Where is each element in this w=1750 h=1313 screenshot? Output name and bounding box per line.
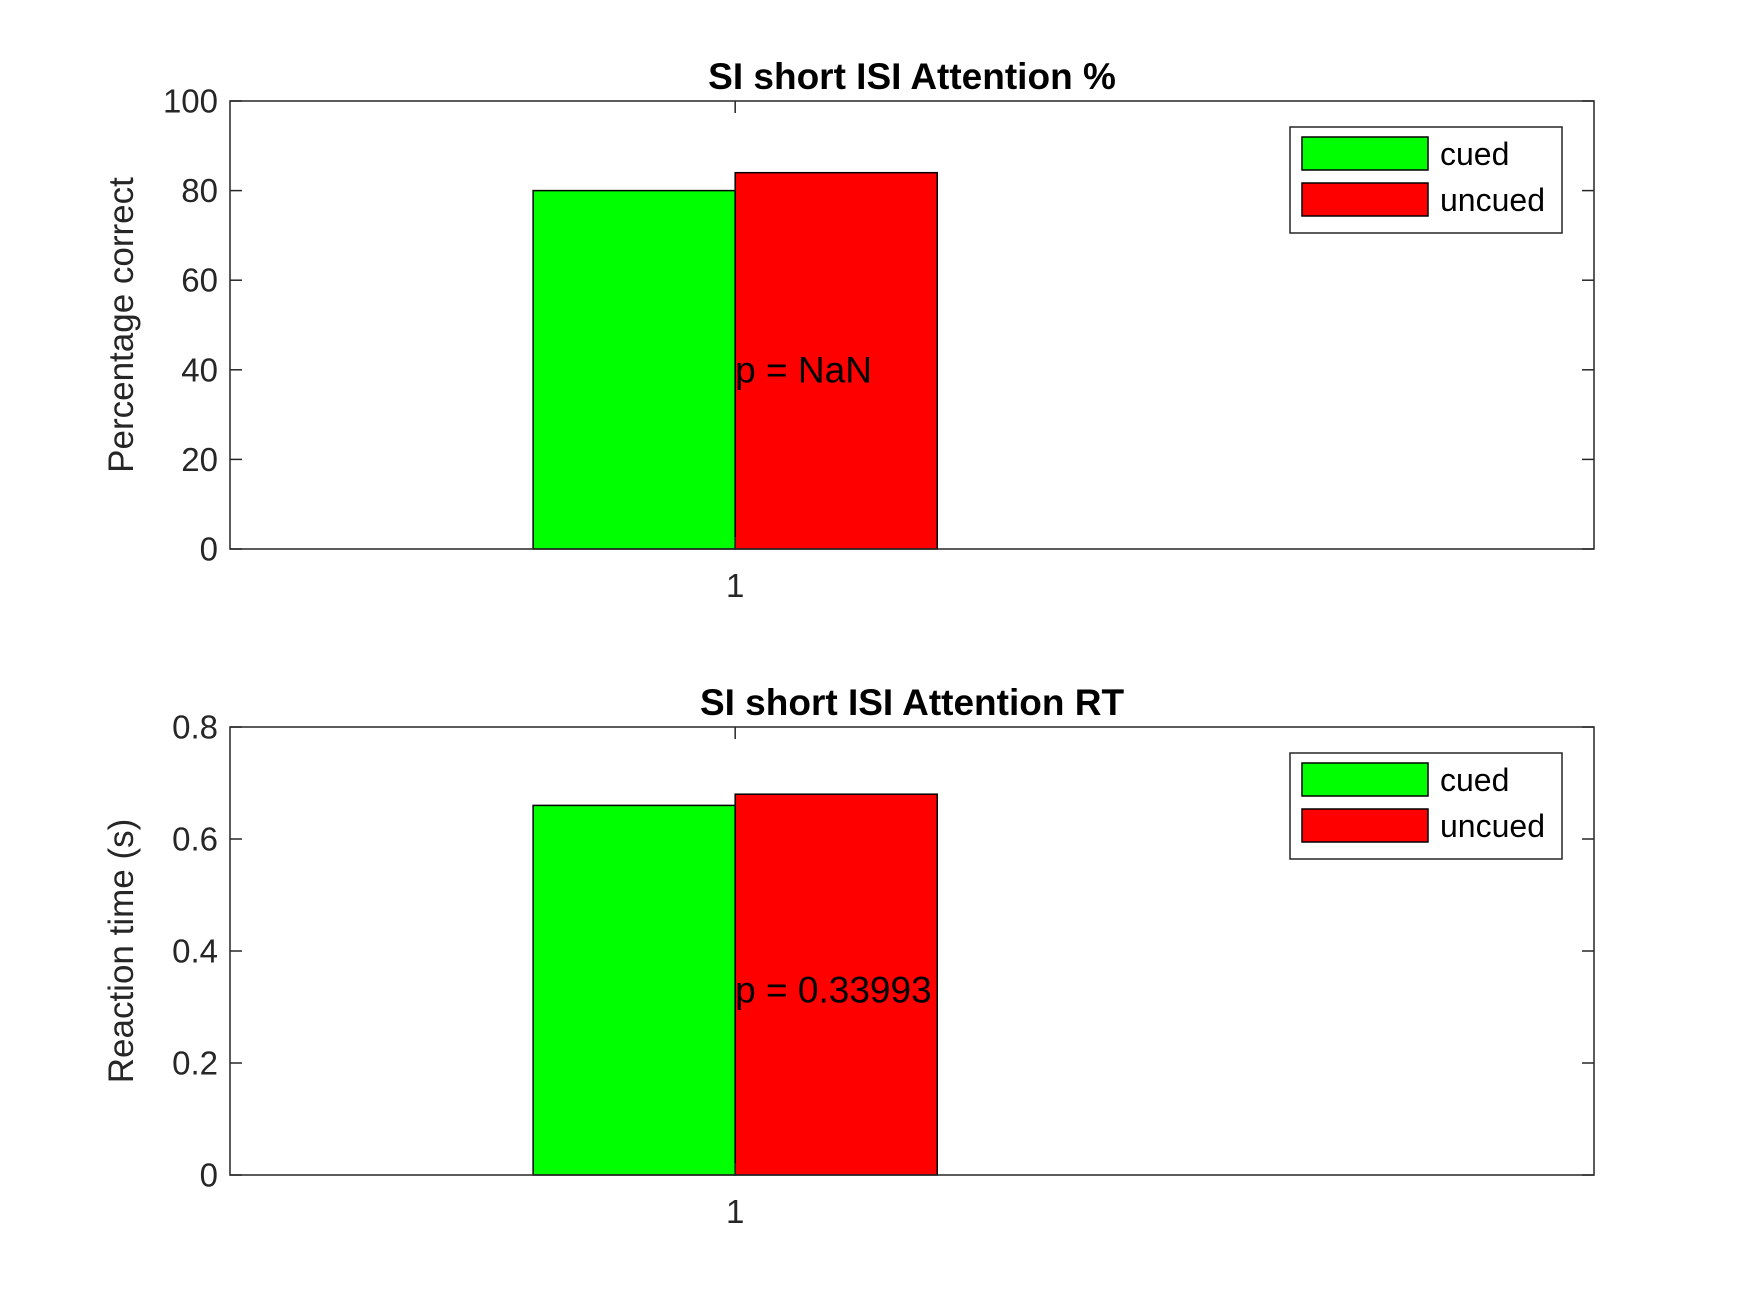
y-axis-label: Percentage correct (102, 177, 141, 473)
axes-box (229, 100, 1595, 550)
legend-swatch-uncued (1301, 182, 1429, 217)
chart-title: SI short ISI Attention % (708, 56, 1116, 97)
legend-swatch-cued (1301, 136, 1429, 171)
y-tick-label: 0.2 (172, 1045, 218, 1082)
legend: cued uncued (1289, 126, 1563, 234)
x-tick-label: 1 (726, 1193, 744, 1230)
legend-swatch-uncued (1301, 808, 1429, 843)
y-tick-label: 0.8 (172, 709, 218, 746)
bar-cued (532, 804, 736, 1176)
x-tick-label: 1 (726, 567, 744, 604)
y-tick-label: 80 (181, 172, 218, 209)
legend-label-uncued: uncued (1440, 808, 1545, 844)
p-value-annotation: p = 0.33993 (735, 970, 932, 1011)
legend-label-cued: cued (1440, 762, 1509, 798)
legend: cued uncued (1289, 752, 1563, 860)
y-tick-label: 0.4 (172, 933, 218, 970)
y-tick-label: 0 (200, 1157, 218, 1194)
bar-uncued (734, 793, 939, 1176)
bar-uncued (734, 171, 939, 550)
y-tick-label: 100 (163, 83, 218, 120)
y-tick-label: 60 (181, 262, 218, 299)
bar-cued (532, 189, 736, 550)
p-value-annotation: p = NaN (735, 349, 872, 390)
y-tick-label: 0 (200, 531, 218, 568)
chart-title: SI short ISI Attention RT (700, 682, 1125, 723)
y-tick-label: 20 (181, 441, 218, 478)
legend-label-uncued: uncued (1440, 182, 1545, 218)
y-tick-label: 0.6 (172, 821, 218, 858)
legend-label-cued: cued (1440, 136, 1509, 172)
chart-attention-percent: 0 20 40 60 80 100 1 SI short ISI Attention % Per… (102, 56, 1595, 604)
legend-swatch-cued (1301, 762, 1429, 797)
y-axis-label: Reaction time (s) (102, 819, 141, 1084)
y-tick-label: 40 (181, 351, 218, 388)
chart-attention-rt: 0 0.2 0.4 0.6 0.8 1 SI short ISI Attention RT R… (102, 682, 1595, 1230)
